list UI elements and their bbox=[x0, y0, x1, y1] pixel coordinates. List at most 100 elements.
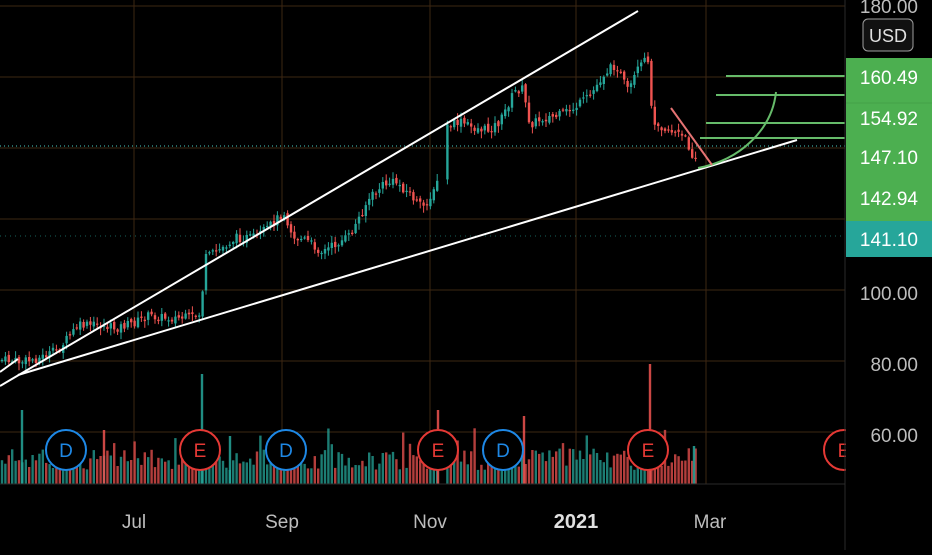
candle-body bbox=[551, 114, 554, 117]
candle-body bbox=[262, 227, 265, 230]
volume-bar bbox=[211, 463, 214, 484]
candle bbox=[504, 104, 507, 119]
candle bbox=[599, 76, 602, 88]
volume-bar bbox=[633, 469, 636, 484]
volume-bar bbox=[106, 450, 109, 484]
volume-bar bbox=[96, 459, 99, 484]
volume-bar bbox=[480, 464, 483, 484]
volume-bar bbox=[266, 464, 269, 484]
candle-body bbox=[344, 235, 347, 242]
candle-body bbox=[68, 334, 72, 336]
volume-bar bbox=[174, 438, 177, 484]
volume-spike bbox=[692, 446, 696, 484]
candle bbox=[4, 352, 7, 365]
candle-body bbox=[555, 114, 558, 118]
candle-body bbox=[385, 180, 388, 186]
candle bbox=[680, 130, 684, 141]
volume-bar bbox=[150, 449, 153, 484]
candle bbox=[589, 90, 592, 98]
volume-bar bbox=[24, 459, 27, 484]
candle bbox=[538, 111, 541, 127]
candle bbox=[660, 126, 663, 137]
candle bbox=[354, 219, 357, 235]
candle-body bbox=[113, 321, 116, 330]
candle-body bbox=[347, 233, 350, 235]
upper-trendline[interactable] bbox=[0, 10, 639, 387]
volume-bar bbox=[575, 459, 578, 484]
candle-body bbox=[487, 123, 490, 132]
candle bbox=[517, 89, 520, 97]
candle-body bbox=[619, 71, 622, 73]
candle bbox=[123, 319, 126, 333]
candle-body bbox=[480, 128, 483, 132]
candle bbox=[232, 240, 235, 248]
pullback-line[interactable] bbox=[670, 107, 713, 166]
candle-body bbox=[41, 354, 44, 359]
candle bbox=[510, 88, 514, 112]
candle bbox=[364, 201, 367, 223]
candle bbox=[289, 221, 293, 238]
candle-body bbox=[286, 213, 289, 226]
volume-bar bbox=[626, 456, 629, 484]
last-price-tag bbox=[846, 221, 932, 257]
candle-body bbox=[82, 322, 85, 328]
dividend-marker[interactable]: D bbox=[45, 429, 87, 471]
candle bbox=[473, 125, 476, 135]
volume-bar bbox=[517, 466, 520, 484]
candle-body bbox=[446, 124, 449, 180]
volume-spike bbox=[200, 374, 204, 484]
candle bbox=[449, 124, 452, 132]
volume-bar bbox=[395, 459, 398, 484]
candle bbox=[293, 225, 296, 245]
volume-bar bbox=[153, 467, 157, 484]
candle bbox=[303, 235, 306, 240]
candle bbox=[340, 235, 344, 247]
candle-body bbox=[174, 316, 177, 324]
candle bbox=[334, 236, 337, 254]
candle bbox=[187, 309, 191, 320]
candle-body bbox=[531, 122, 534, 128]
candle bbox=[323, 244, 327, 260]
candle-body bbox=[4, 356, 7, 362]
candle-body bbox=[565, 109, 568, 112]
currency-button[interactable] bbox=[862, 18, 914, 52]
volume-bar bbox=[589, 454, 592, 484]
earnings-marker[interactable]: E bbox=[179, 429, 221, 471]
candle-body bbox=[558, 110, 561, 117]
candle-body bbox=[116, 329, 119, 332]
candle-body bbox=[102, 325, 106, 327]
volume-bar bbox=[215, 462, 218, 484]
volume-bar bbox=[483, 469, 486, 484]
volume-bar bbox=[694, 448, 697, 484]
earnings-marker[interactable]: E bbox=[417, 429, 459, 471]
volume-bar bbox=[238, 463, 242, 484]
candle bbox=[337, 243, 340, 252]
volume-bar bbox=[674, 454, 677, 484]
volume-bar bbox=[640, 456, 643, 484]
candle bbox=[177, 311, 180, 321]
lower-trendline[interactable] bbox=[17, 139, 798, 376]
dividend-marker[interactable]: D bbox=[482, 429, 524, 471]
candle bbox=[612, 60, 616, 76]
candle-body bbox=[476, 128, 480, 133]
volume-bar bbox=[374, 469, 378, 484]
candle bbox=[616, 65, 619, 78]
dividend-marker[interactable]: D bbox=[265, 429, 307, 471]
candle-body bbox=[663, 128, 667, 131]
candle bbox=[45, 350, 48, 359]
x-tick-label-year: 2021 bbox=[554, 511, 599, 533]
earnings-marker[interactable]: E bbox=[627, 429, 669, 471]
candle bbox=[157, 316, 160, 325]
candle bbox=[130, 317, 133, 328]
target-lines[interactable] bbox=[700, 75, 845, 139]
volume-bar bbox=[368, 452, 371, 484]
event-marker-circle bbox=[417, 429, 459, 471]
candle-body bbox=[602, 76, 605, 84]
volume-bar bbox=[405, 467, 408, 484]
volume-bar bbox=[208, 466, 211, 484]
volume-bar bbox=[541, 452, 544, 484]
candle-body bbox=[293, 231, 296, 239]
volume-spike bbox=[228, 436, 232, 484]
